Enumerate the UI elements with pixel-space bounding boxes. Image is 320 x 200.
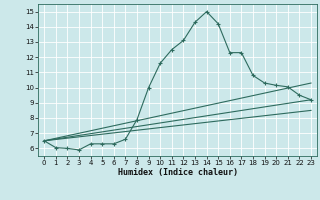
X-axis label: Humidex (Indice chaleur): Humidex (Indice chaleur) [118, 168, 238, 177]
